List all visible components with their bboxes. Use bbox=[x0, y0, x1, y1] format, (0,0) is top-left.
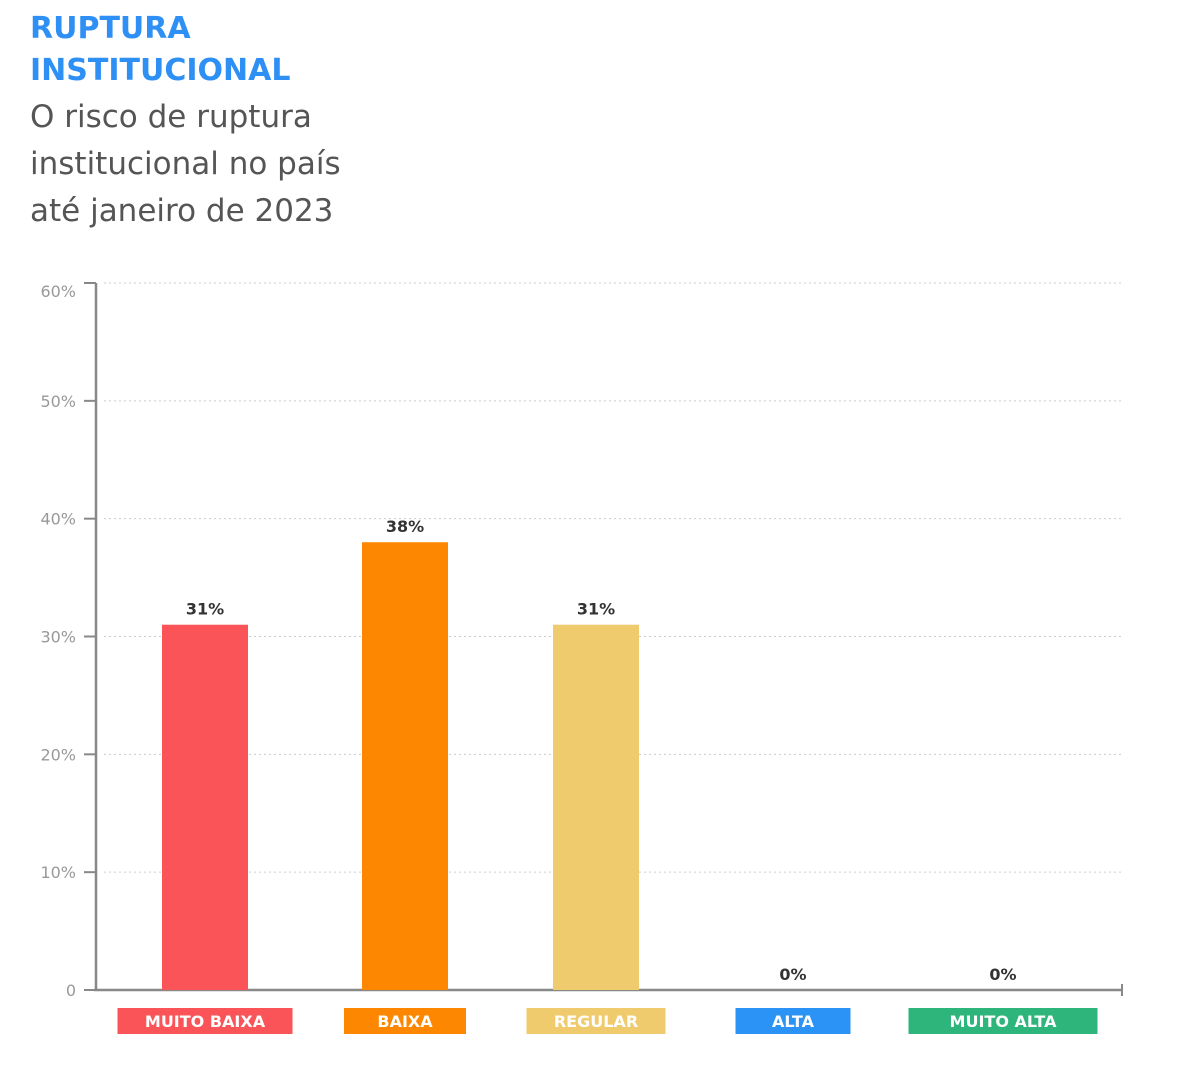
bar bbox=[362, 542, 448, 990]
y-tick-label: 10% bbox=[40, 863, 76, 882]
category-label-box bbox=[908, 1008, 1098, 1034]
category-label-box bbox=[344, 1008, 466, 1034]
y-tick-label: 50% bbox=[40, 392, 76, 411]
bar bbox=[162, 624, 248, 990]
data-label: 31% bbox=[577, 600, 615, 619]
y-tick-label: 20% bbox=[40, 745, 76, 764]
x-tick-label: ALTA bbox=[772, 1012, 815, 1031]
chart-title: RUPTURA INSTITUCIONAL bbox=[30, 11, 291, 88]
category-label-box bbox=[735, 1008, 851, 1034]
y-tick-label: 0 bbox=[66, 981, 76, 1000]
data-label: 31% bbox=[186, 600, 224, 619]
x-tick-label: REGULAR bbox=[554, 1012, 638, 1031]
x-tick-label: MUITO ALTA bbox=[950, 1012, 1058, 1031]
y-tick-label: 40% bbox=[40, 510, 76, 529]
bar bbox=[553, 624, 639, 990]
data-label: 38% bbox=[386, 517, 424, 536]
y-tick-label: 60% bbox=[40, 282, 76, 301]
x-tick-label: BAIXA bbox=[377, 1012, 433, 1031]
data-label: 0% bbox=[779, 965, 806, 984]
chart-subtitle: O risco de ruptura institucional no país… bbox=[30, 99, 341, 229]
category-label-box bbox=[117, 1008, 293, 1034]
y-tick-label: 30% bbox=[40, 628, 76, 647]
data-label: 0% bbox=[989, 965, 1016, 984]
x-tick-label: MUITO BAIXA bbox=[145, 1012, 266, 1031]
category-label-box bbox=[526, 1008, 666, 1034]
